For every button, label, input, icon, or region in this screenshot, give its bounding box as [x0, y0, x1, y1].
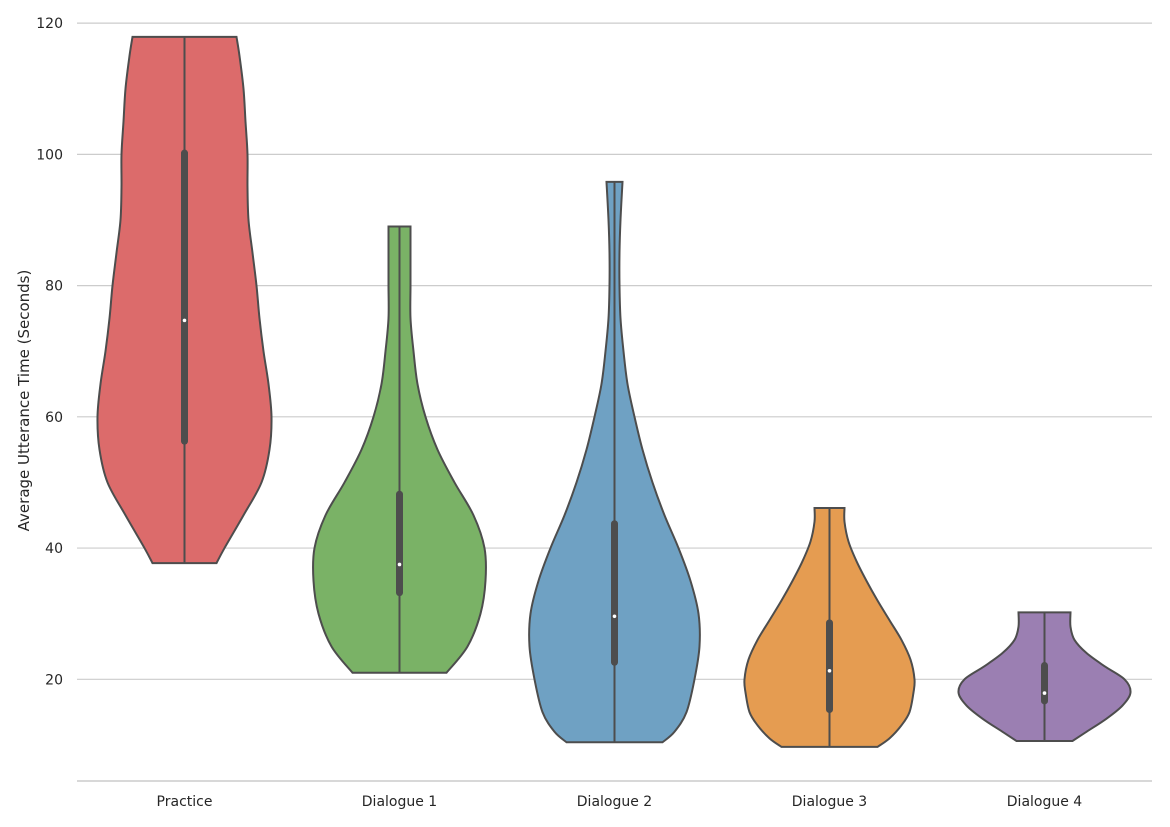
x-tick-label-dialogue-3: Dialogue 3 — [792, 794, 867, 810]
y-tick-label: 80 — [45, 279, 63, 295]
violin-dialogue-4 — [957, 611, 1132, 742]
y-tick-label: 20 — [45, 672, 63, 688]
median-point-dialogue-3 — [827, 668, 832, 673]
median-point-dialogue-2 — [612, 614, 617, 619]
violins — [96, 35, 1132, 748]
x-tick-label-practice: Practice — [157, 794, 213, 810]
y-tick-label: 40 — [45, 541, 63, 557]
violin-dialogue-1 — [311, 225, 488, 674]
median-point-practice — [182, 318, 187, 323]
x-tick-label-dialogue-4: Dialogue 4 — [1007, 794, 1083, 810]
x-tick-label-dialogue-2: Dialogue 2 — [577, 794, 652, 810]
y-tick-label: 60 — [45, 410, 63, 426]
x-axis-ticks: Practice Dialogue 1 Dialogue 2 Dialogue 3 Di… — [157, 794, 1083, 810]
y-axis-label: Average Utterance Time (Seconds) — [15, 270, 33, 532]
violin-dialogue-2 — [528, 180, 701, 744]
median-point-dialogue-4 — [1042, 691, 1047, 695]
x-tick-label-dialogue-1: Dialogue 1 — [362, 794, 437, 810]
violin-practice — [96, 35, 273, 565]
violin-dialogue-3 — [743, 507, 916, 748]
y-axis-ticks: 20 40 60 80 100 120 — [36, 16, 63, 688]
median-point-dialogue-1 — [397, 562, 402, 567]
y-tick-label: 100 — [36, 147, 63, 163]
y-tick-label: 120 — [36, 16, 63, 32]
